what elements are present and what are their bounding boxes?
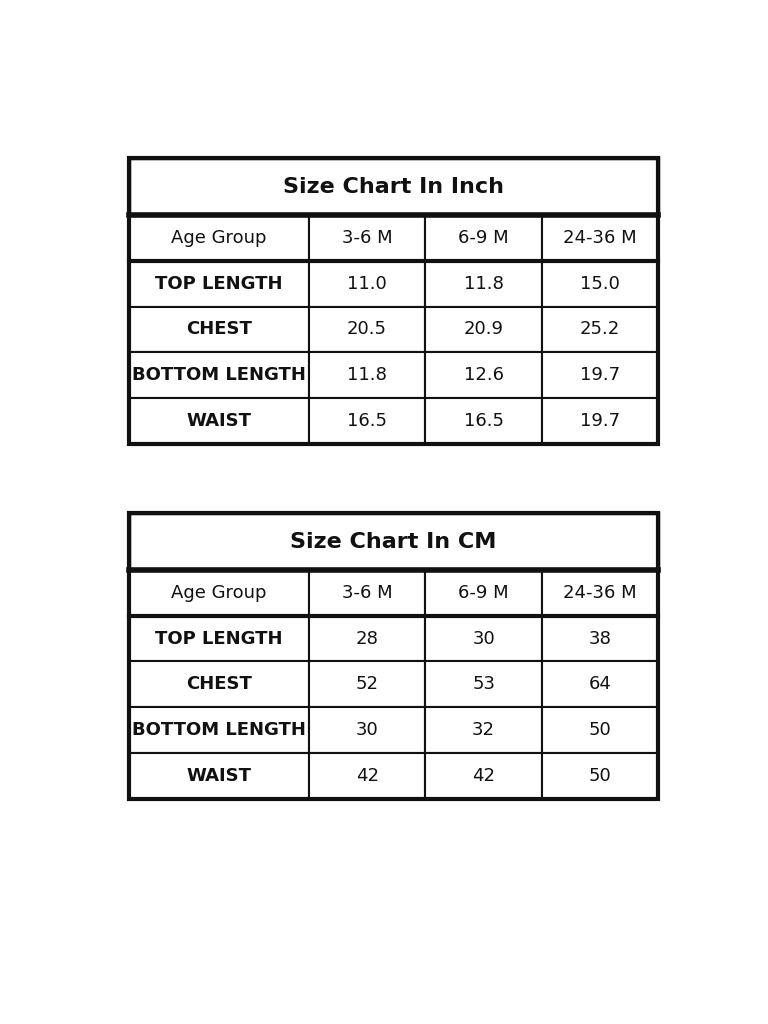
Bar bbox=[425, 662, 542, 708]
Text: Size Chart In CM: Size Chart In CM bbox=[290, 531, 497, 552]
Bar bbox=[129, 753, 309, 799]
Text: Age Group: Age Group bbox=[171, 229, 266, 247]
Text: BOTTOM LENGTH: BOTTOM LENGTH bbox=[132, 367, 306, 384]
Text: 42: 42 bbox=[472, 767, 495, 784]
Text: 32: 32 bbox=[472, 721, 495, 739]
Text: 19.7: 19.7 bbox=[580, 412, 621, 430]
Bar bbox=[309, 261, 425, 306]
Text: 11.8: 11.8 bbox=[347, 367, 387, 384]
Bar bbox=[425, 306, 542, 352]
Text: Size Chart In Inch: Size Chart In Inch bbox=[283, 177, 504, 197]
Text: 50: 50 bbox=[589, 767, 611, 784]
Bar bbox=[542, 708, 658, 753]
Bar bbox=[542, 398, 658, 443]
Text: 50: 50 bbox=[589, 721, 611, 739]
Bar bbox=[129, 615, 309, 662]
Text: 25.2: 25.2 bbox=[580, 321, 621, 339]
Bar bbox=[129, 306, 309, 352]
Text: 19.7: 19.7 bbox=[580, 367, 621, 384]
Bar bbox=[309, 615, 425, 662]
Bar bbox=[425, 753, 542, 799]
Text: 3-6 M: 3-6 M bbox=[342, 584, 392, 602]
Bar bbox=[309, 215, 425, 261]
Bar bbox=[425, 215, 542, 261]
Bar bbox=[542, 215, 658, 261]
Text: BOTTOM LENGTH: BOTTOM LENGTH bbox=[132, 721, 306, 739]
Text: TOP LENGTH: TOP LENGTH bbox=[155, 274, 283, 293]
Bar bbox=[309, 662, 425, 708]
Text: CHEST: CHEST bbox=[186, 675, 252, 693]
Text: WAIST: WAIST bbox=[187, 767, 251, 784]
Bar bbox=[309, 306, 425, 352]
Bar bbox=[425, 570, 542, 615]
Bar bbox=[129, 513, 658, 799]
Bar bbox=[129, 159, 658, 215]
Bar bbox=[129, 352, 309, 398]
Bar bbox=[425, 398, 542, 443]
Bar bbox=[129, 215, 309, 261]
Text: 42: 42 bbox=[356, 767, 379, 784]
Bar bbox=[129, 261, 309, 306]
Text: 24-36 M: 24-36 M bbox=[564, 584, 637, 602]
Text: 16.5: 16.5 bbox=[464, 412, 504, 430]
Bar bbox=[129, 398, 309, 443]
Text: 52: 52 bbox=[356, 675, 379, 693]
Bar bbox=[309, 398, 425, 443]
Bar bbox=[425, 615, 542, 662]
Text: 6-9 M: 6-9 M bbox=[458, 584, 509, 602]
Text: 15.0: 15.0 bbox=[581, 274, 620, 293]
Text: 12.6: 12.6 bbox=[464, 367, 504, 384]
Bar bbox=[309, 753, 425, 799]
Bar bbox=[542, 306, 658, 352]
Bar bbox=[309, 352, 425, 398]
Text: 16.5: 16.5 bbox=[347, 412, 387, 430]
Text: 53: 53 bbox=[472, 675, 495, 693]
Text: 30: 30 bbox=[472, 630, 495, 647]
Bar bbox=[542, 753, 658, 799]
Text: CHEST: CHEST bbox=[186, 321, 252, 339]
Text: Age Group: Age Group bbox=[171, 584, 266, 602]
Text: WAIST: WAIST bbox=[187, 412, 251, 430]
Text: 38: 38 bbox=[589, 630, 611, 647]
Text: 64: 64 bbox=[589, 675, 611, 693]
Bar bbox=[542, 570, 658, 615]
Text: 28: 28 bbox=[356, 630, 379, 647]
Text: 11.0: 11.0 bbox=[347, 274, 387, 293]
Bar bbox=[309, 570, 425, 615]
Bar bbox=[425, 352, 542, 398]
Bar bbox=[129, 513, 658, 570]
Text: 20.5: 20.5 bbox=[347, 321, 387, 339]
Bar bbox=[425, 708, 542, 753]
Text: 24-36 M: 24-36 M bbox=[564, 229, 637, 247]
Bar bbox=[129, 708, 309, 753]
Text: 20.9: 20.9 bbox=[464, 321, 504, 339]
Bar bbox=[129, 159, 658, 443]
Bar bbox=[309, 708, 425, 753]
Text: TOP LENGTH: TOP LENGTH bbox=[155, 630, 283, 647]
Text: 11.8: 11.8 bbox=[464, 274, 504, 293]
Bar bbox=[542, 662, 658, 708]
Bar bbox=[542, 615, 658, 662]
Bar bbox=[542, 352, 658, 398]
Bar bbox=[129, 570, 309, 615]
Text: 30: 30 bbox=[356, 721, 379, 739]
Bar bbox=[129, 662, 309, 708]
Bar bbox=[542, 261, 658, 306]
Text: 3-6 M: 3-6 M bbox=[342, 229, 392, 247]
Text: 6-9 M: 6-9 M bbox=[458, 229, 509, 247]
Bar bbox=[425, 261, 542, 306]
